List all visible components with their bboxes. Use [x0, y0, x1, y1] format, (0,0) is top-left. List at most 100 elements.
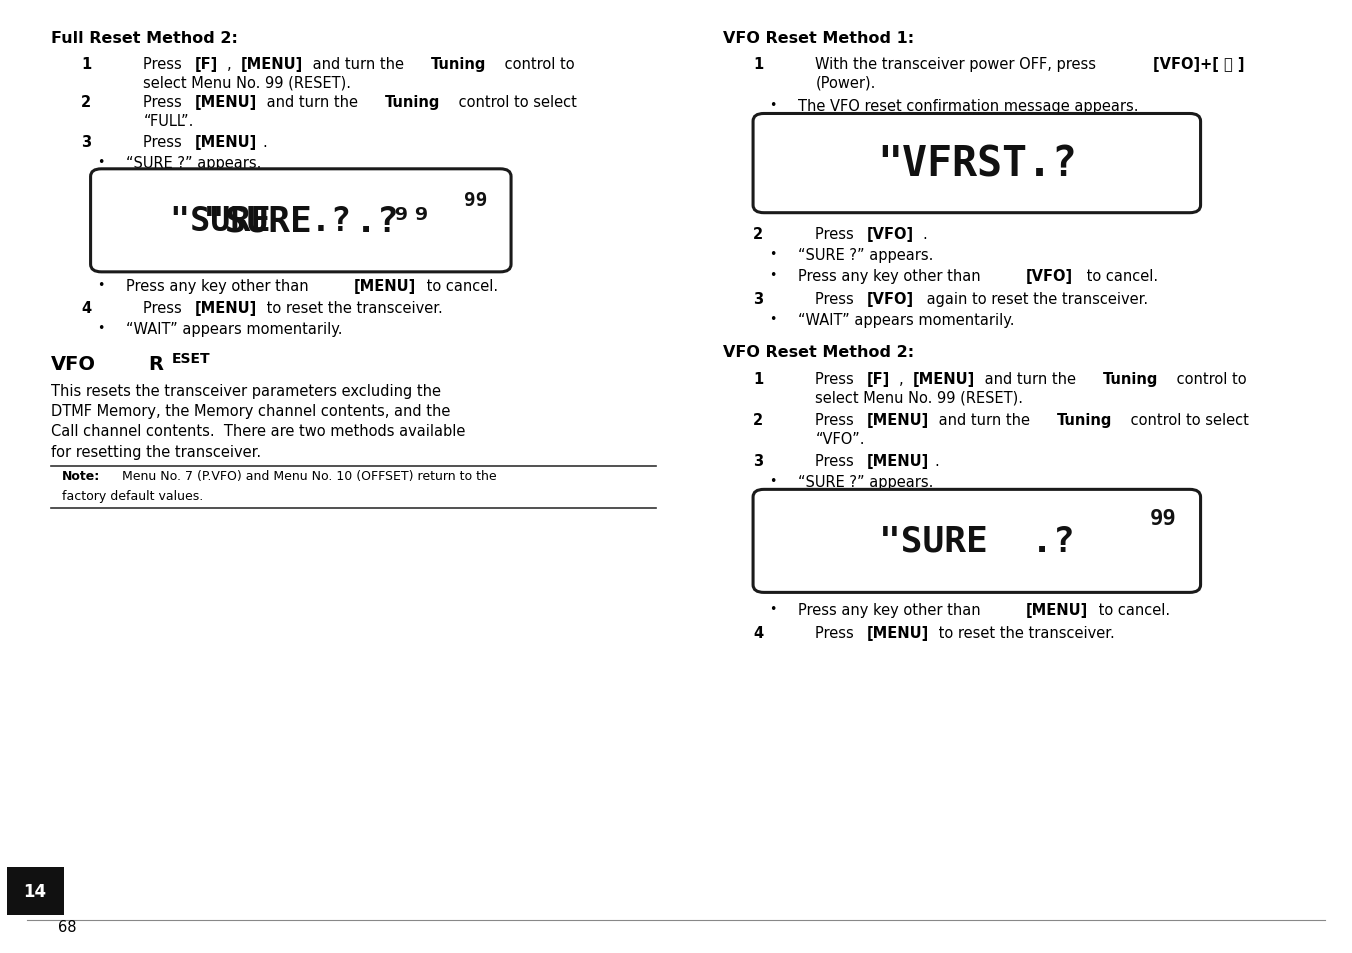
Text: •: •: [769, 313, 776, 326]
Text: Press: Press: [815, 227, 859, 242]
Text: [MENU]: [MENU]: [1026, 602, 1088, 618]
Text: [MENU]: [MENU]: [195, 301, 257, 316]
Text: 3: 3: [753, 292, 763, 307]
Text: .: .: [922, 227, 927, 242]
Text: •: •: [769, 602, 776, 616]
Text: control to select: control to select: [454, 95, 577, 111]
Text: The VFO reset confirmation message appears.: The VFO reset confirmation message appea…: [798, 99, 1138, 114]
Text: “SURE ?” appears.: “SURE ?” appears.: [798, 248, 933, 263]
Text: •: •: [769, 269, 776, 282]
Text: and turn the: and turn the: [980, 372, 1080, 387]
Text: select Menu No. 99 (RESET).: select Menu No. 99 (RESET).: [143, 76, 352, 91]
Text: ESET: ESET: [172, 352, 211, 366]
Text: .: .: [934, 454, 940, 469]
Text: [VFO]: [VFO]: [867, 292, 914, 307]
FancyBboxPatch shape: [753, 490, 1201, 593]
Text: to cancel.: to cancel.: [1094, 602, 1169, 618]
Text: Tuning: Tuning: [385, 95, 441, 111]
Text: •: •: [769, 99, 776, 112]
Text: 14: 14: [23, 882, 47, 900]
Text: control to select: control to select: [1126, 413, 1249, 428]
Text: Press: Press: [815, 292, 859, 307]
Text: "VFRST.?: "VFRST.?: [877, 143, 1076, 185]
Text: Tuning: Tuning: [431, 57, 487, 72]
Text: .: .: [262, 135, 268, 151]
Text: “SURE ?” appears.: “SURE ?” appears.: [126, 156, 261, 172]
Text: 3: 3: [81, 135, 91, 151]
Text: Press: Press: [143, 135, 187, 151]
Text: factory default values.: factory default values.: [62, 489, 203, 502]
Text: •: •: [97, 156, 104, 170]
Text: Press any key other than: Press any key other than: [798, 602, 984, 618]
Text: 1: 1: [753, 57, 764, 72]
Text: Press: Press: [815, 372, 859, 387]
Text: With the transceiver power OFF, press: With the transceiver power OFF, press: [815, 57, 1101, 72]
Text: "SURE  .?: "SURE .?: [879, 524, 1075, 558]
Text: to cancel.: to cancel.: [422, 278, 498, 294]
Text: ,: ,: [227, 57, 237, 72]
Text: Full Reset Method 2:: Full Reset Method 2:: [51, 30, 238, 46]
Text: [F]: [F]: [195, 57, 218, 72]
Text: 99: 99: [464, 191, 488, 210]
Text: to reset the transceiver.: to reset the transceiver.: [934, 625, 1115, 640]
Text: [MENU]: [MENU]: [867, 625, 929, 640]
Text: DTMF Memory, the Memory channel contents, and the: DTMF Memory, the Memory channel contents…: [51, 403, 450, 418]
Text: VFO Reset Method 1:: VFO Reset Method 1:: [723, 30, 914, 46]
Text: •: •: [769, 248, 776, 261]
Text: select Menu No. 99 (RESET).: select Menu No. 99 (RESET).: [815, 391, 1023, 405]
Text: 99: 99: [1149, 509, 1176, 529]
Text: 2: 2: [753, 227, 763, 242]
Text: “FULL”.: “FULL”.: [143, 114, 193, 129]
Text: Press any key other than: Press any key other than: [126, 278, 312, 294]
Text: [MENU]: [MENU]: [867, 413, 929, 428]
Text: 1: 1: [753, 372, 764, 387]
Text: •: •: [97, 322, 104, 335]
Text: Press: Press: [143, 57, 187, 72]
Text: 4: 4: [81, 301, 91, 316]
FancyBboxPatch shape: [7, 867, 64, 915]
Text: control to: control to: [500, 57, 575, 72]
Text: VFO: VFO: [51, 355, 96, 374]
Text: Tuning: Tuning: [1103, 372, 1159, 387]
Text: “WAIT” appears momentarily.: “WAIT” appears momentarily.: [126, 322, 342, 337]
FancyBboxPatch shape: [91, 170, 511, 273]
Text: “SURE ?” appears.: “SURE ?” appears.: [798, 475, 933, 490]
Text: 68: 68: [58, 919, 77, 934]
Text: [MENU]: [MENU]: [867, 454, 929, 469]
Text: "SURE  .?: "SURE .?: [203, 204, 399, 238]
Text: Call channel contents.  There are two methods available: Call channel contents. There are two met…: [51, 424, 465, 439]
FancyBboxPatch shape: [753, 114, 1201, 213]
Text: for resetting the transceiver.: for resetting the transceiver.: [51, 444, 261, 459]
Text: again to reset the transceiver.: again to reset the transceiver.: [922, 292, 1148, 307]
Text: [MENU]: [MENU]: [354, 278, 416, 294]
Text: This resets the transceiver parameters excluding the: This resets the transceiver parameters e…: [51, 383, 441, 398]
Text: Press: Press: [815, 625, 859, 640]
Text: and turn the: and turn the: [262, 95, 362, 111]
Text: •: •: [769, 475, 776, 488]
Text: ,: ,: [899, 372, 909, 387]
Text: 4: 4: [753, 625, 763, 640]
Text: [MENU]: [MENU]: [195, 95, 257, 111]
Text: to cancel.: to cancel.: [1082, 269, 1157, 284]
Text: and turn the: and turn the: [934, 413, 1034, 428]
Text: 1: 1: [81, 57, 92, 72]
Text: Tuning: Tuning: [1057, 413, 1113, 428]
Text: “VFO”.: “VFO”.: [815, 431, 865, 446]
Text: R: R: [149, 355, 164, 374]
Text: to reset the transceiver.: to reset the transceiver.: [262, 301, 443, 316]
Text: (Power).: (Power).: [815, 76, 876, 91]
Text: 2: 2: [81, 95, 91, 111]
Text: Press: Press: [143, 301, 187, 316]
Text: [VFO]: [VFO]: [1026, 269, 1073, 284]
Text: •: •: [97, 278, 104, 292]
Text: "SURE  .?  ⁹⁹: "SURE .? ⁹⁹: [170, 205, 431, 237]
Text: Press: Press: [815, 413, 859, 428]
Text: Press any key other than: Press any key other than: [798, 269, 984, 284]
Text: [F]: [F]: [867, 372, 890, 387]
Text: 2: 2: [753, 413, 763, 428]
Text: “WAIT” appears momentarily.: “WAIT” appears momentarily.: [798, 313, 1014, 328]
Text: [MENU]: [MENU]: [241, 57, 303, 72]
Text: [MENU]: [MENU]: [913, 372, 975, 387]
Text: Menu No. 7 (P.VFO) and Menu No. 10 (OFFSET) return to the: Menu No. 7 (P.VFO) and Menu No. 10 (OFFS…: [114, 470, 496, 483]
Text: control to: control to: [1172, 372, 1247, 387]
